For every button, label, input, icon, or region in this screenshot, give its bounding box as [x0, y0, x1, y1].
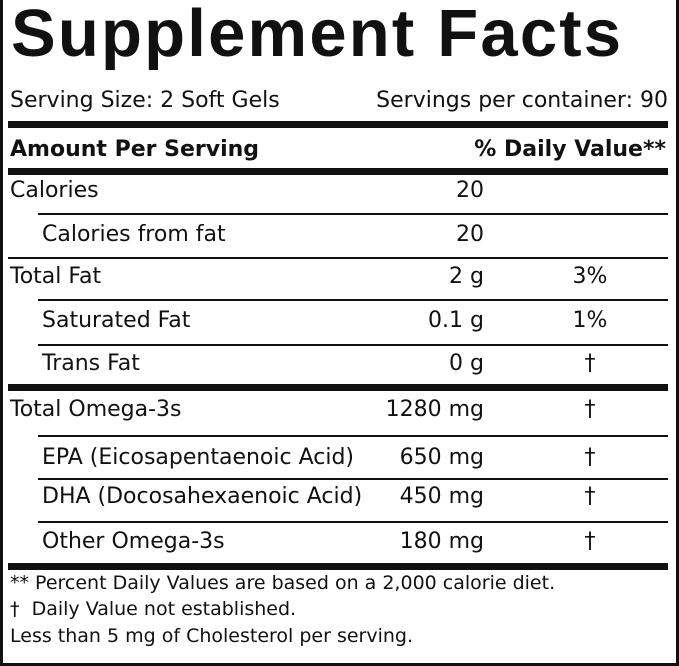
row-divider: [38, 435, 668, 437]
nutrient-name: DHA (Docosahexaenoic Acid): [42, 484, 363, 509]
nutrient-name: Trans Fat: [42, 351, 140, 376]
daily-value: †: [584, 397, 596, 422]
row-divider: [8, 257, 668, 259]
amount: 0.1 g: [428, 308, 484, 333]
footnote: † Daily Value not established.: [10, 598, 297, 620]
amount: 450 mg: [399, 484, 484, 509]
amount: 180 mg: [399, 529, 484, 554]
servings-per-container: Servings per container: 90: [376, 88, 668, 113]
amount: 650 mg: [399, 445, 484, 470]
daily-value: 1%: [572, 308, 608, 333]
daily-value: †: [584, 445, 596, 470]
column-header: % Daily Value**: [474, 137, 666, 162]
amount: 2 g: [449, 264, 484, 289]
rule: [8, 121, 668, 128]
daily-value: †: [584, 529, 596, 554]
row-divider: [38, 213, 668, 215]
row-divider: [38, 344, 668, 346]
footnote: Less than 5 mg of Cholesterol per servin…: [10, 625, 414, 647]
serving-size: Serving Size: 2 Soft Gels: [10, 88, 280, 113]
amount: 20: [456, 178, 484, 203]
nutrient-name: Total Fat: [10, 264, 102, 289]
daily-value: †: [584, 484, 596, 509]
nutrient-name: Calories: [10, 178, 99, 203]
rule: [8, 563, 668, 570]
nutrient-name: Total Omega-3s: [10, 397, 182, 422]
column-header: Amount Per Serving: [10, 137, 260, 162]
amount: 0 g: [449, 351, 484, 376]
title: Supplement Facts: [11, 0, 624, 71]
daily-value: †: [584, 351, 596, 376]
daily-value: 3%: [572, 264, 608, 289]
row-divider: [38, 299, 668, 301]
nutrient-name: Saturated Fat: [42, 308, 191, 333]
nutrient-name: EPA (Eicosapentaenoic Acid): [42, 445, 355, 470]
row-divider: [38, 521, 668, 523]
amount: 1280 mg: [385, 397, 484, 422]
nutrient-name: Other Omega-3s: [42, 529, 225, 554]
rule: [8, 384, 668, 391]
amount: 20: [456, 222, 484, 247]
rule: [8, 168, 668, 175]
nutrient-name: Calories from fat: [42, 222, 226, 247]
row-divider: [38, 478, 668, 480]
footnote: ** Percent Daily Values are based on a 2…: [10, 572, 556, 594]
